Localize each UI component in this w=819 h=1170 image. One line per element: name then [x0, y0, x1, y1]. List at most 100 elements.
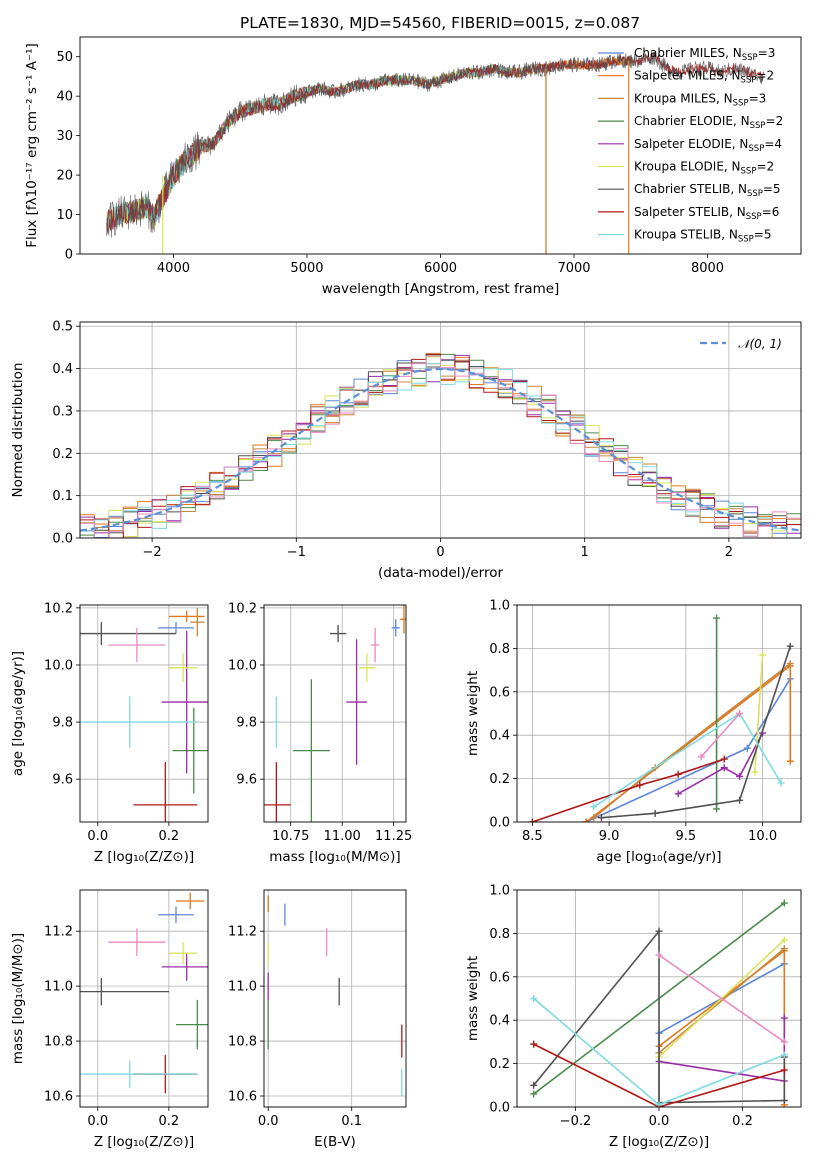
- errorbar-point: [80, 1060, 198, 1088]
- weight-series: [601, 645, 792, 819]
- axes-frame: [79, 604, 209, 823]
- tick-label-y: 0.4: [489, 729, 510, 744]
- x-axis-label: E(B-V): [314, 1134, 356, 1150]
- tick-label-x: 9.5: [676, 829, 697, 844]
- tick-label-y: 10.8: [228, 1035, 257, 1050]
- errorbar-point: [161, 630, 208, 774]
- tick-label-y: 10.6: [228, 1090, 257, 1105]
- tick-label-x: 4000: [157, 261, 190, 276]
- errorbar-point: [264, 762, 291, 822]
- weight-series: [754, 654, 764, 773]
- tick-label-y: 9.8: [52, 716, 73, 731]
- tick-label-y: 0.2: [52, 447, 73, 462]
- plot-area: [530, 899, 788, 1107]
- weight-marker: [777, 779, 785, 787]
- errorbar-point: [399, 605, 406, 634]
- tick-label-y: 20: [56, 169, 73, 184]
- tick-label-x: 7000: [557, 261, 590, 276]
- axes-frame: [79, 889, 209, 1108]
- weight-marker: [786, 757, 794, 765]
- errorbar-point: [176, 892, 205, 910]
- tick-label-x: 11.25: [375, 829, 412, 844]
- tick-label-x: 0.0: [649, 1114, 670, 1129]
- x-axis-label: mass [log₁₀(M/M⊙)]: [269, 849, 400, 865]
- tick-label-y: 0: [65, 248, 73, 263]
- tick-label-y: 0.0: [489, 1101, 510, 1116]
- tick-label-y: 10.8: [44, 1035, 73, 1050]
- axes-spectrum: 4000 5000 6000 7000 8000 0 10 20 30 40 50 wavelengt…: [24, 36, 802, 297]
- axes-frame: [79, 36, 802, 255]
- x-axis-label: age [log₁₀(age/yr)]: [596, 849, 721, 865]
- tick-label-y: 10.6: [44, 1090, 73, 1105]
- tick-label-y: 40: [56, 90, 73, 105]
- tick-label-y: 0.5: [52, 320, 73, 335]
- weight-series: [532, 758, 725, 822]
- tick-label-x: 0.1: [341, 1114, 362, 1129]
- weight-series: [700, 712, 741, 758]
- spectrum-series: [106, 51, 764, 238]
- y-axis-label: mass [log₁₀(M/M⊙)]: [10, 933, 26, 1064]
- tick-label-y: 0.4: [52, 362, 73, 377]
- weight-marker: [655, 951, 663, 959]
- axes-frame: [516, 604, 802, 823]
- errorbar-point: [158, 622, 194, 634]
- tick-label-x: −2: [143, 545, 162, 560]
- y-axis-label: Flux [fλ10⁻¹⁷ erg cm⁻² s⁻¹ A⁻¹]: [24, 43, 40, 248]
- tick-label-y: 10.0: [228, 658, 257, 673]
- weight-marker: [530, 1090, 538, 1098]
- weight-marker: [530, 995, 538, 1002]
- tick-label-x: 0.0: [87, 829, 108, 844]
- errorbar-point: [168, 653, 198, 683]
- tick-label-x: 9.0: [599, 829, 620, 844]
- tick-label-y: 10: [56, 208, 73, 223]
- x-axis-label: Z [log₁₀(Z/Z⊙)]: [609, 1134, 709, 1150]
- weight-marker: [780, 1038, 788, 1046]
- y-axis-label: mass weight: [465, 671, 481, 756]
- weight-marker: [713, 614, 721, 622]
- errorbar-point: [391, 619, 400, 637]
- legend-entry: Salpeter STELIB, NSSP=6: [634, 205, 779, 222]
- weight-marker: [736, 796, 744, 804]
- axes-mass-vs-EBV: 0.0 0.1 10.6 10.8 11.0 11.2 E(B-V): [228, 889, 407, 1150]
- legend-entry: Chabrier STELIB, NSSP=5: [634, 182, 781, 199]
- weight-marker: [736, 710, 744, 717]
- grid: [517, 604, 801, 823]
- weight-marker: [636, 781, 644, 789]
- axes-weight-vs-age: 8.5 9.0 9.5 10.0 0.0 0.2 0.4 0.6 0.8 1.0 age [log₁…: [465, 599, 802, 865]
- tick-label-y: 9.6: [52, 773, 73, 788]
- ticks: 10.75 11.00 11.25 9.6 9.8 10.0 10.2: [228, 601, 412, 844]
- tick-label-y: 10.2: [44, 601, 73, 616]
- weight-marker: [736, 772, 744, 780]
- plot-area: [106, 51, 764, 254]
- plot-layer: 4000 5000 6000 7000 800001020304050wavelengt…: [10, 36, 802, 1150]
- weight-marker: [590, 803, 598, 811]
- ticks: 0.0 0.2 10.6 10.8 11.0 11.2: [44, 925, 179, 1129]
- tick-label-y: 0.3: [52, 404, 73, 419]
- tick-label-x: 0.2: [732, 1114, 753, 1129]
- ticks: 0.0 0.1 10.6 10.8 11.0 11.2: [228, 925, 362, 1129]
- weight-marker: [655, 1101, 663, 1107]
- legend: Chabrier MILES, NSSP=3 Salpeter MILES, NS…: [598, 46, 783, 245]
- legend: 𝒩(0, 1): [700, 337, 782, 351]
- tick-label-x: 5000: [290, 261, 323, 276]
- errorbar-point: [80, 696, 198, 748]
- legend-entry: Chabrier ELODIE, NSSP=2: [634, 114, 783, 131]
- ticks: 0.0 0.2 9.6 9.8 10.0 10.2: [44, 601, 179, 844]
- errorbar-point: [329, 624, 347, 643]
- tick-label-x: −1: [287, 545, 306, 560]
- x-axis-label: (data-model)/error: [378, 565, 504, 581]
- tick-label-y: 0.0: [52, 532, 73, 547]
- weight-marker: [697, 753, 705, 761]
- weight-marker: [751, 768, 759, 776]
- weight-series: [658, 947, 785, 1054]
- grid: [264, 605, 406, 822]
- ticks: 4000 5000 6000 7000 8000 0 10 20 30 40 50: [56, 50, 724, 276]
- tick-label-y: 50: [56, 50, 73, 65]
- tick-label-x: 10.0: [748, 829, 777, 844]
- tick-label-x: 0.2: [159, 829, 180, 844]
- errorbar-point: [80, 622, 176, 645]
- errorbar-point: [274, 696, 279, 748]
- ticks: −2 −1 0 1 2 0.0 0.1 0.2 0.3 0.4 0.5: [52, 320, 733, 560]
- axes-mass-vs-Z: 0.0 0.2 10.6 10.8 11.0 11.2 Z [log₁₀(Z/Z⊙)] mas…: [10, 889, 209, 1150]
